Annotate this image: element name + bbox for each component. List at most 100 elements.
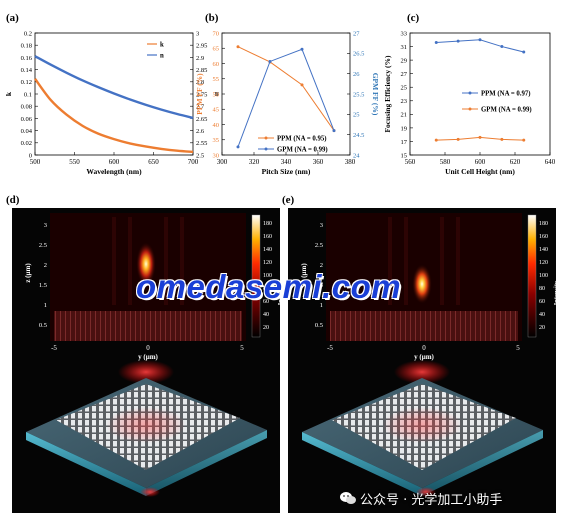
y-tick-label: 31	[401, 44, 408, 51]
y-tick-label: 2	[320, 262, 323, 269]
x-tick-label: 600	[475, 158, 486, 166]
y-tick-label: 1.5	[39, 282, 47, 289]
colorbar-tick-label: 180	[263, 221, 272, 227]
legend-marker	[468, 91, 472, 95]
y2-tick-label: 27	[353, 30, 360, 37]
y2-tick-label: 2.85	[196, 67, 207, 74]
data-point	[522, 138, 526, 142]
y-tick-label: 19	[401, 125, 408, 132]
colorbar-tick-label: 160	[263, 234, 272, 240]
legend-label: GPM (NA = 0.99)	[481, 107, 532, 114]
y2-tick-label: 26.5	[353, 51, 364, 58]
colorbar-tick-label: 140	[263, 247, 272, 253]
data-point	[236, 45, 240, 49]
data-point	[300, 47, 304, 51]
y2-tick-label: 2.9	[196, 55, 204, 62]
colorbar-tick-label: 60	[539, 299, 545, 305]
colorbar-tick-label: 60	[263, 299, 269, 305]
y-axis-label: Focusing Efficiency (%)	[383, 55, 392, 133]
substrate-side-left	[302, 432, 422, 496]
side-lobe	[440, 217, 444, 305]
y2-tick-label: 2.95	[196, 43, 207, 50]
substrate-side-left	[26, 432, 146, 496]
data-point	[478, 135, 482, 139]
colorbar-tick-label: 20	[539, 325, 545, 331]
y-tick-label: 0.16	[21, 55, 33, 62]
data-point	[522, 50, 526, 54]
colorbar-tick-label: 20	[263, 325, 269, 331]
y-tick-label: 2	[44, 262, 47, 269]
focus-glow	[118, 360, 174, 384]
substrate-side-right	[146, 430, 267, 496]
legend-label: n	[160, 53, 164, 60]
substrate-side-right	[422, 430, 543, 496]
x-tick-label: 560	[405, 158, 416, 166]
x-axis-label: Wavelength (nm)	[86, 167, 142, 176]
watermark-text: omedasemi.com	[136, 268, 402, 305]
data-point	[300, 83, 304, 87]
side-lobe	[388, 217, 392, 305]
y2-tick-label: 2.7	[196, 104, 205, 111]
y-tick-label: 60	[213, 61, 220, 68]
side-lobe	[164, 217, 168, 305]
x-tick-label: 650	[148, 158, 159, 166]
legend-label: GPM (NA = 0.99)	[277, 147, 328, 154]
x-axis-label: y (μm)	[138, 353, 158, 361]
colorbar-tick-label: 180	[539, 221, 548, 227]
colorbar	[527, 214, 537, 338]
x-tick-label: 600	[109, 158, 120, 166]
series-line-k	[34, 78, 194, 154]
y-tick-label: 0	[29, 152, 32, 159]
y-tick-label: 3	[44, 222, 47, 229]
x-tick-label: 0	[422, 344, 426, 352]
y2-tick-label: 25.5	[353, 91, 364, 98]
x-axis-label: Unit Cell Height (nm)	[445, 167, 515, 176]
chart-b: (b) 300 320 340 360 380 30 35 40 45 50 55 60 65 70 24 24…	[195, 12, 380, 176]
y2-tick-label: 25	[353, 112, 360, 119]
focus-glow	[394, 360, 450, 384]
y-tick-label: 15	[401, 152, 408, 159]
array-glow	[382, 407, 462, 443]
panel-label: (c)	[407, 12, 420, 24]
y2-axis-label: GPM FF (%)	[371, 73, 380, 116]
data-point	[478, 38, 482, 42]
panel-label: (b)	[205, 12, 219, 24]
chart-c: (c) 560 580 600 620 640 15 17 19 21 23 25 27 29 31 33 Un…	[383, 12, 556, 176]
y-tick-label: 0.5	[39, 322, 47, 329]
y-tick-label: 65	[213, 46, 220, 53]
x-tick-label: 500	[30, 158, 41, 166]
side-lobe	[128, 217, 132, 305]
data-point	[332, 129, 336, 133]
y-tick-label: 21	[401, 112, 408, 119]
colorbar-tick-label: 160	[539, 234, 548, 240]
data-point	[500, 137, 504, 141]
y-tick-label: 0.08	[21, 104, 32, 111]
y-axis-label: k	[4, 91, 13, 96]
y2-tick-label: 24	[353, 152, 360, 159]
x-tick-label: 300	[217, 158, 228, 166]
y-tick-label: 17	[401, 139, 408, 146]
y-tick-label: 1.5	[315, 282, 323, 289]
y-axis-label: z (μm)	[300, 263, 308, 283]
x-tick-label: -5	[51, 344, 57, 352]
panel-label: (e)	[282, 194, 295, 206]
x-tick-label: 640	[545, 158, 556, 166]
y-tick-label: 0.5	[315, 322, 323, 329]
colorbar-tick-label: 80	[539, 286, 545, 292]
colorbar-tick-label: 40	[263, 312, 269, 318]
data-point	[500, 45, 504, 49]
x-tick-label: 550	[69, 158, 80, 166]
y-tick-label: 25	[401, 85, 408, 92]
bottom-glow	[140, 487, 160, 497]
array-glow	[106, 407, 186, 443]
y2-tick-label: 2.65	[196, 116, 207, 123]
y-tick-label: 0.18	[21, 43, 32, 50]
panel-label: (a)	[6, 12, 19, 24]
y2-tick-label: 2.8	[196, 79, 204, 86]
side-lobe	[112, 217, 116, 305]
metasurface-cross-section	[54, 311, 242, 341]
y-tick-label: 55	[213, 76, 220, 83]
y-tick-label: 27	[401, 71, 408, 78]
metasurface-cross-section	[330, 311, 518, 341]
